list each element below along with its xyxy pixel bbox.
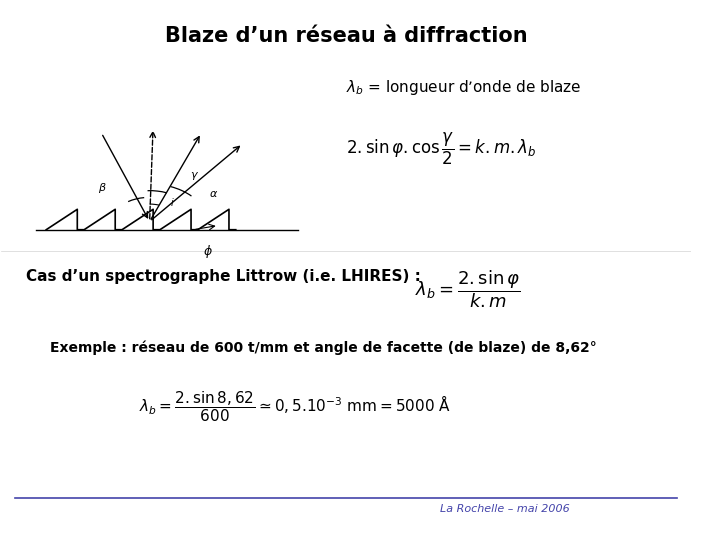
- Text: $\beta$: $\beta$: [99, 181, 107, 195]
- Text: $\phi$: $\phi$: [203, 243, 213, 260]
- Text: Cas d’un spectrographe Littrow (i.e. LHIRES) :: Cas d’un spectrographe Littrow (i.e. LHI…: [25, 269, 420, 285]
- Text: La Rochelle – mai 2006: La Rochelle – mai 2006: [440, 504, 570, 514]
- Text: Blaze d’un réseau à diffraction: Blaze d’un réseau à diffraction: [165, 25, 528, 45]
- Text: $\lambda_b$ = longueur d’onde de blaze: $\lambda_b$ = longueur d’onde de blaze: [346, 78, 582, 97]
- Text: $\lambda_b = \dfrac{2 . \sin 8,62}{600} \simeq 0,5 . 10^{-3} \text{ mm} = 5000 \: $\lambda_b = \dfrac{2 . \sin 8,62}{600} …: [139, 389, 451, 424]
- Text: $2 . \sin \varphi . \cos \dfrac{\gamma}{2} = k . m . \lambda_b$: $2 . \sin \varphi . \cos \dfrac{\gamma}{…: [346, 131, 536, 167]
- Text: $\alpha$: $\alpha$: [209, 188, 218, 199]
- Text: $\lambda_b = \dfrac{2 . \sin \varphi}{k . m}$: $\lambda_b = \dfrac{2 . \sin \varphi}{k …: [415, 268, 521, 309]
- Text: $i$: $i$: [170, 196, 175, 208]
- Text: Exemple : réseau de 600 t/mm et angle de facette (de blaze) de 8,62°: Exemple : réseau de 600 t/mm et angle de…: [50, 341, 596, 355]
- Text: $\gamma$: $\gamma$: [190, 170, 199, 182]
